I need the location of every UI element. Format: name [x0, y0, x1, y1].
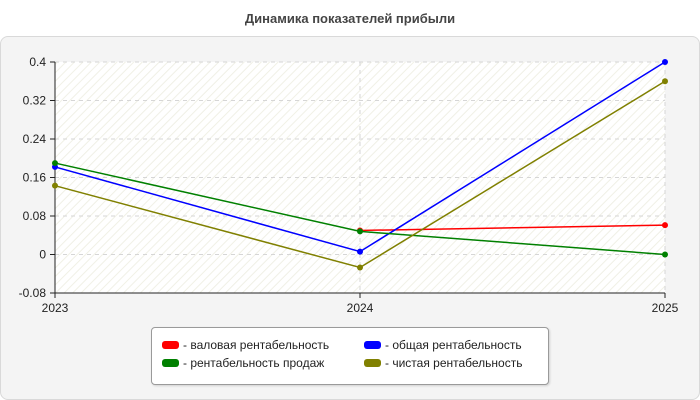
legend-item-sales-margin: - рентабельность продаж	[162, 356, 324, 370]
data-point-2	[52, 160, 58, 167]
y-tick-label: 0.24	[23, 132, 47, 146]
legend-label: - общая рентабельность	[385, 338, 522, 352]
chart-title: Динамика показателей прибыли	[244, 11, 456, 26]
data-point-2	[357, 228, 363, 235]
y-tick-label: 0.32	[23, 94, 47, 108]
legend-item-net-margin: - чистая рентабельность	[364, 356, 522, 370]
x-tick-label: 2025	[652, 301, 679, 315]
legend-label: - валовая рентабельность	[183, 338, 330, 352]
y-tick-label: 0	[39, 248, 46, 262]
legend-item-total-margin: - общая рентабельность	[364, 338, 522, 352]
legend: - валовая рентабельность - общая рентабе…	[151, 327, 549, 385]
series-line-0	[359, 224, 666, 232]
x-tick-label: 2023	[42, 301, 69, 315]
data-point-2	[662, 251, 668, 258]
x-tick-label: 2024	[347, 301, 374, 315]
legend-swatch	[162, 340, 179, 349]
axes	[50, 61, 666, 298]
data-point-0	[662, 222, 668, 229]
series-lines	[52, 59, 668, 271]
data-point-3	[662, 78, 668, 85]
y-tick-label: -0.08	[19, 286, 47, 300]
data-point-3	[52, 182, 58, 189]
legend-swatch	[162, 358, 179, 367]
y-tick-label: 0.16	[23, 171, 47, 185]
legend-item-gross-margin: - валовая рентабельность	[162, 338, 329, 352]
legend-swatch	[364, 358, 381, 367]
data-point-1	[662, 59, 668, 65]
legend-label: - чистая рентабельность	[385, 356, 523, 370]
legend-swatch	[364, 340, 381, 349]
legend-label: - рентабельность продаж	[183, 356, 325, 370]
y-tick-label: 0.08	[23, 209, 47, 223]
y-tick-label: 0.4	[29, 55, 46, 69]
data-point-1	[357, 248, 363, 255]
data-point-3	[357, 264, 363, 271]
